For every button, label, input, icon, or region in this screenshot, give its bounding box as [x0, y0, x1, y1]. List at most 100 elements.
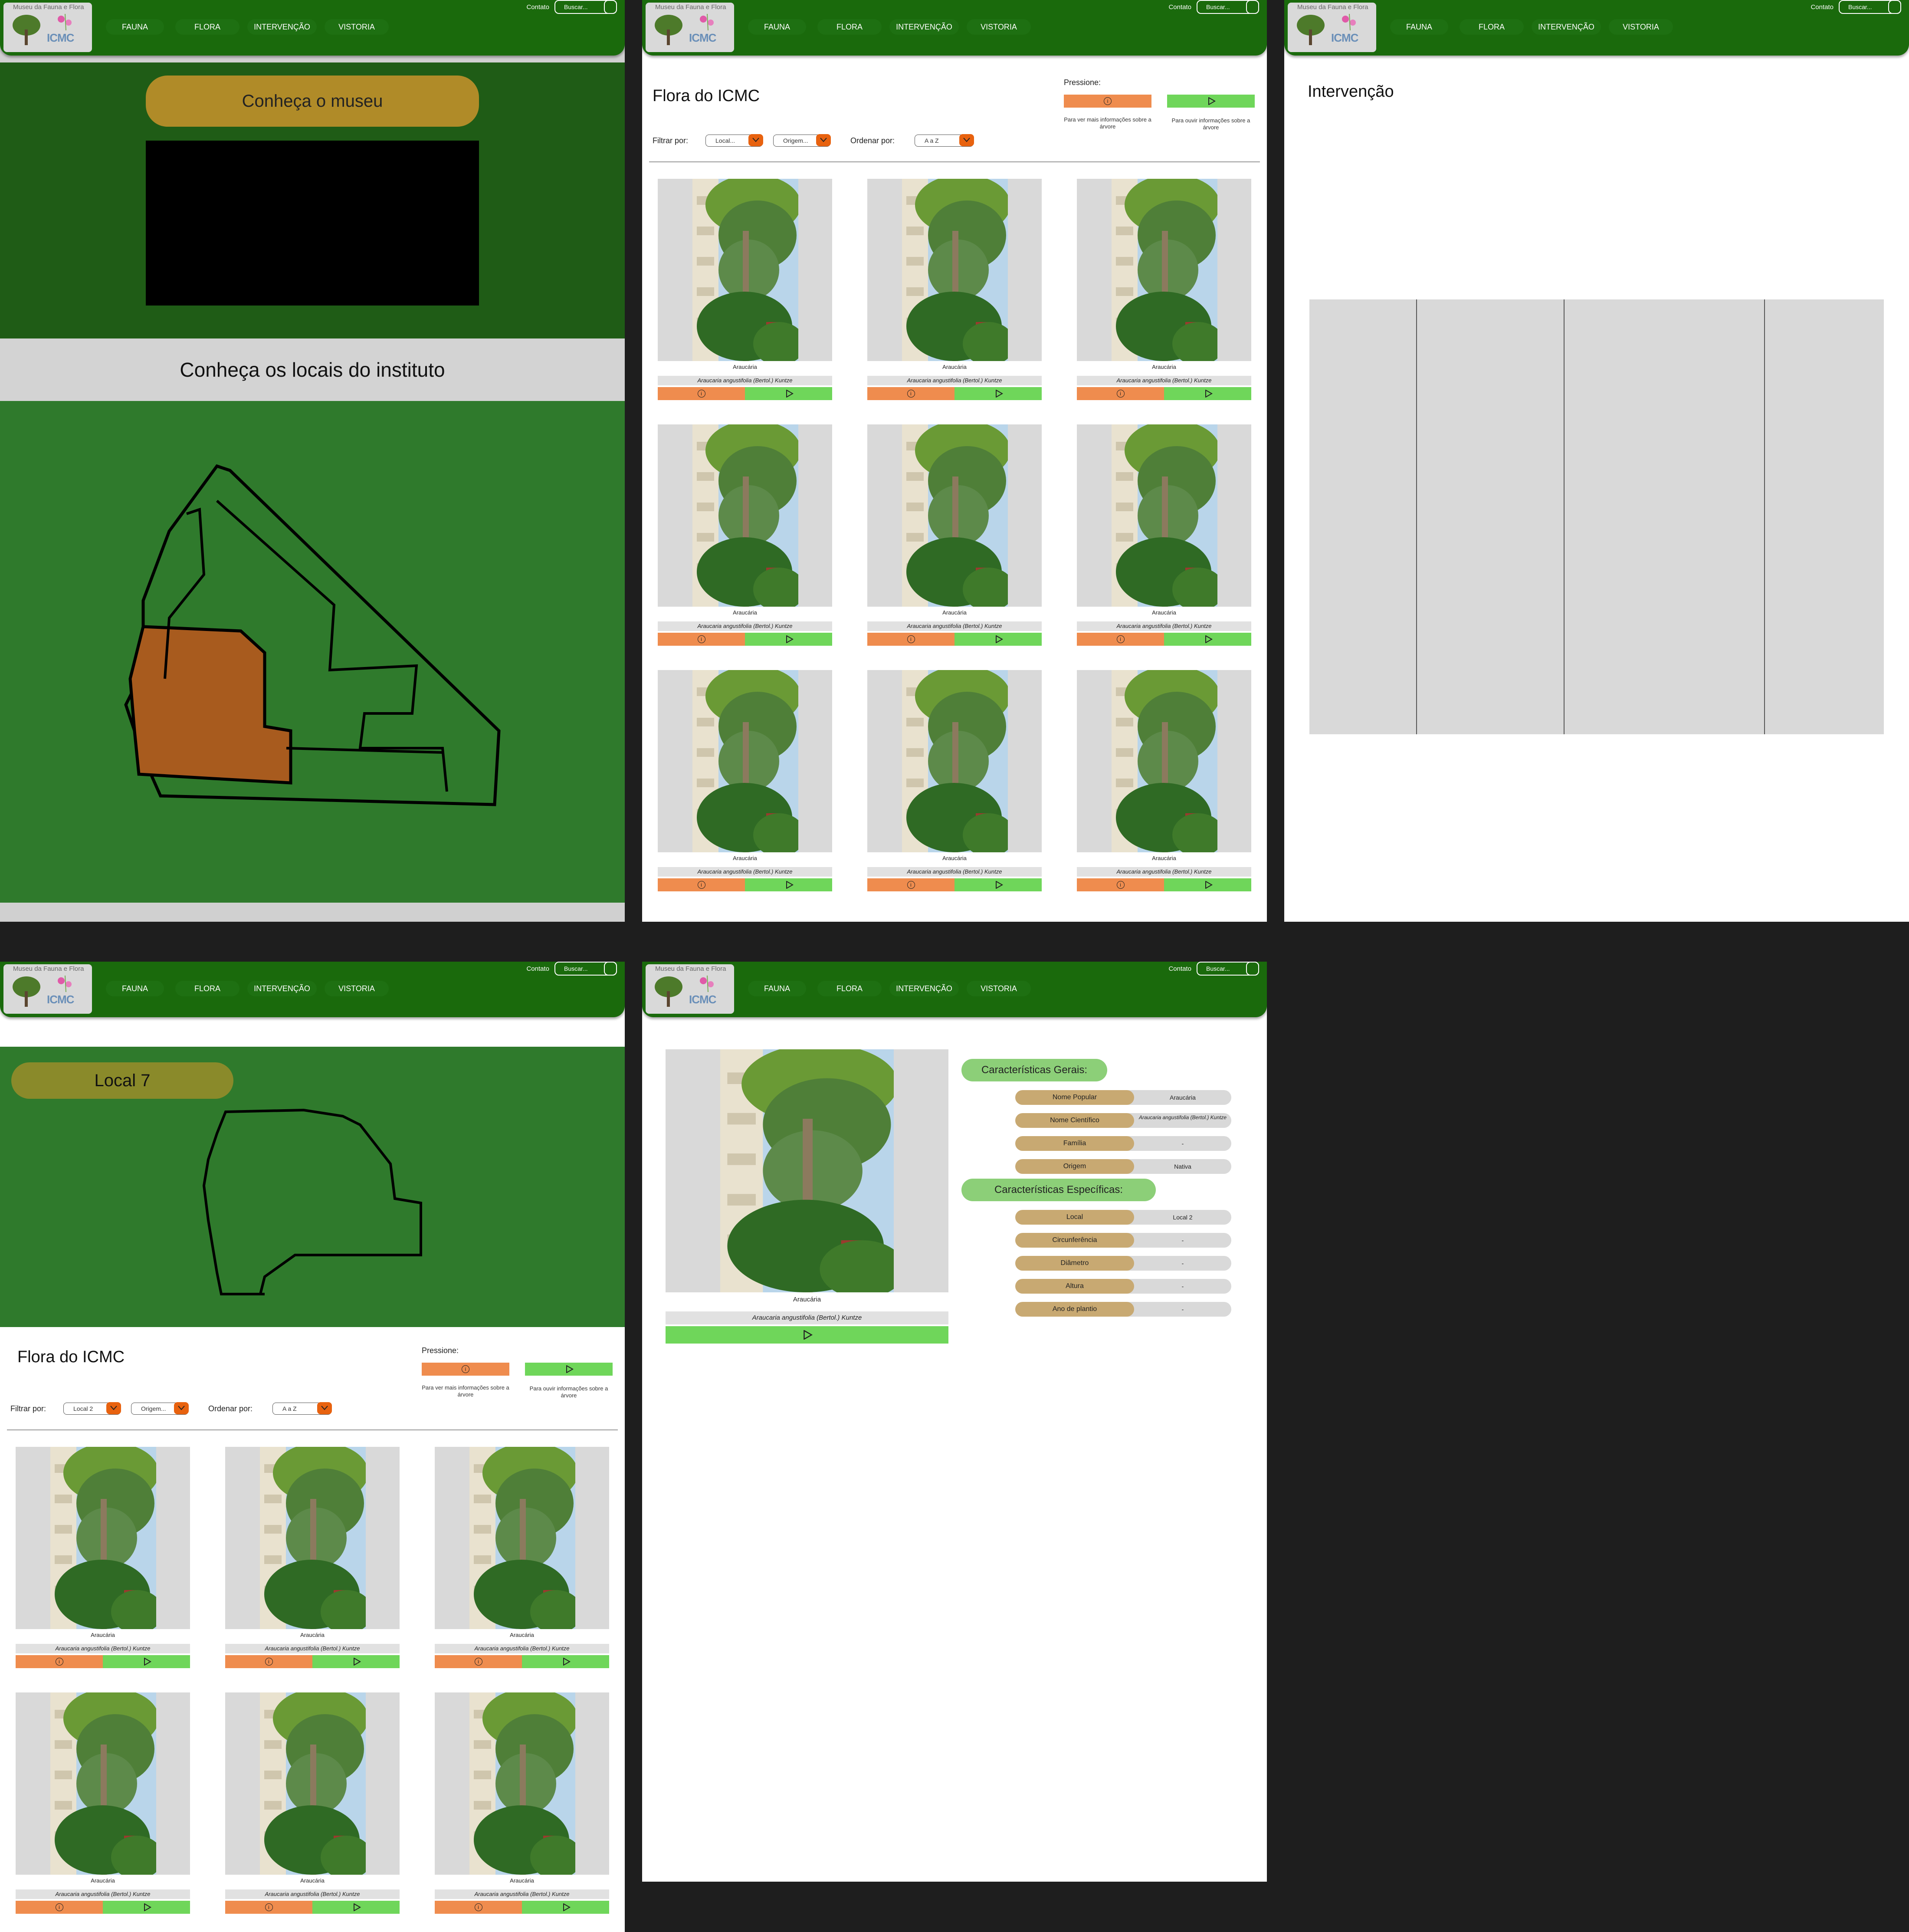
nav-vistoria[interactable]: VISTORIA: [1609, 19, 1673, 35]
play-audio-button[interactable]: [1164, 633, 1251, 646]
play-audio-button[interactable]: [1164, 387, 1251, 400]
nav-vistoria[interactable]: VISTORIA: [325, 19, 389, 35]
nav-flora[interactable]: FLORA: [175, 981, 239, 996]
logo[interactable]: Museu da Fauna e Flora ICMC: [3, 964, 92, 1014]
tree-photo[interactable]: [16, 1447, 190, 1629]
logo-tree-icon: [1296, 12, 1326, 47]
contato-link[interactable]: Contato: [1168, 3, 1191, 11]
search-input[interactable]: Buscar...: [1197, 0, 1259, 14]
tree-photo-image: [469, 1692, 575, 1875]
logo[interactable]: Museu da Fauna e Flora ICMC: [646, 964, 734, 1014]
tree-photo[interactable]: [435, 1692, 609, 1875]
tree-photo[interactable]: [867, 179, 1042, 361]
play-audio-button[interactable]: [312, 1901, 400, 1914]
tree-photo[interactable]: [867, 424, 1042, 607]
card-scientific-name: Araucaria angustifolia (Bertol.) Kuntze: [658, 376, 832, 385]
more-info-button[interactable]: i: [1077, 633, 1164, 646]
search-input[interactable]: Buscar...: [1839, 0, 1901, 14]
logo[interactable]: Museu da Fauna e Flora ICMC: [1288, 3, 1376, 52]
search-button[interactable]: [1246, 962, 1259, 976]
filter-local-select[interactable]: Local 2: [63, 1402, 121, 1415]
play-audio-button[interactable]: [954, 878, 1042, 891]
play-audio-button[interactable]: [745, 878, 832, 891]
tree-photo[interactable]: [1077, 670, 1251, 852]
filter-local-select[interactable]: Local...: [705, 134, 763, 147]
play-audio-button[interactable]: [954, 633, 1042, 646]
nav-intervencao[interactable]: INTERVENÇÃO: [1532, 19, 1601, 35]
museum-button[interactable]: Conheça o museu: [146, 76, 479, 127]
more-info-button[interactable]: i: [867, 878, 954, 891]
nav-intervencao[interactable]: INTERVENÇÃO: [247, 19, 317, 35]
play-audio-button[interactable]: [522, 1901, 609, 1914]
search-button[interactable]: [1246, 0, 1259, 14]
nav-intervencao[interactable]: INTERVENÇÃO: [247, 981, 317, 996]
play-audio-button[interactable]: [522, 1655, 609, 1668]
nav-vistoria[interactable]: VISTORIA: [967, 19, 1031, 35]
order-select[interactable]: A a Z: [272, 1402, 332, 1415]
contato-link[interactable]: Contato: [1811, 3, 1834, 11]
tree-photo[interactable]: [658, 670, 832, 852]
more-info-button[interactable]: i: [1077, 878, 1164, 891]
filter-origem-select[interactable]: Origem...: [773, 134, 831, 147]
more-info-button[interactable]: i: [867, 633, 954, 646]
tree-photo[interactable]: [1077, 179, 1251, 361]
nav-intervencao[interactable]: INTERVENÇÃO: [889, 19, 959, 35]
search-input[interactable]: Buscar...: [554, 0, 617, 14]
tree-photo[interactable]: [225, 1692, 400, 1875]
more-info-button[interactable]: i: [658, 878, 745, 891]
nav-fauna[interactable]: FAUNA: [1390, 19, 1448, 35]
tree-photo[interactable]: [867, 670, 1042, 852]
nav-flora[interactable]: FLORA: [1460, 19, 1524, 35]
play-audio-button[interactable]: [745, 633, 832, 646]
logo[interactable]: Museu da Fauna e Flora ICMC: [3, 3, 92, 52]
more-info-button[interactable]: i: [658, 633, 745, 646]
more-info-button[interactable]: i: [16, 1901, 103, 1914]
more-info-button[interactable]: i: [435, 1901, 522, 1914]
more-info-button[interactable]: i: [1077, 387, 1164, 400]
nav-fauna[interactable]: FAUNA: [106, 19, 164, 35]
nav-fauna[interactable]: FAUNA: [748, 19, 806, 35]
filter-origem-select[interactable]: Origem...: [131, 1402, 189, 1415]
tree-photo[interactable]: [658, 179, 832, 361]
card-scientific-name: Araucaria angustifolia (Bertol.) Kuntze: [435, 1889, 609, 1899]
nav-fauna[interactable]: FAUNA: [748, 981, 806, 996]
info-icon: i: [1104, 97, 1112, 105]
more-info-button[interactable]: i: [225, 1655, 312, 1668]
nav-flora[interactable]: FLORA: [817, 19, 882, 35]
play-audio-button[interactable]: [103, 1655, 190, 1668]
tree-photo[interactable]: [1077, 424, 1251, 607]
more-info-button[interactable]: i: [658, 387, 745, 400]
search-button[interactable]: [604, 0, 617, 14]
audio-play-button[interactable]: [666, 1326, 948, 1344]
tree-photo[interactable]: [225, 1447, 400, 1629]
nav-intervencao[interactable]: INTERVENÇÃO: [889, 981, 959, 996]
contato-link[interactable]: Contato: [1168, 965, 1191, 973]
play-audio-button[interactable]: [103, 1901, 190, 1914]
nav-fauna[interactable]: FAUNA: [106, 981, 164, 996]
play-audio-button[interactable]: [745, 387, 832, 400]
more-info-button[interactable]: i: [225, 1901, 312, 1914]
nav-vistoria[interactable]: VISTORIA: [967, 981, 1031, 996]
more-info-button[interactable]: i: [867, 387, 954, 400]
more-info-button[interactable]: i: [16, 1655, 103, 1668]
nav-vistoria[interactable]: VISTORIA: [325, 981, 389, 996]
nav-flora[interactable]: FLORA: [175, 19, 239, 35]
logo[interactable]: Museu da Fauna e Flora ICMC: [646, 3, 734, 52]
search-button[interactable]: [1888, 0, 1901, 14]
order-select[interactable]: A a Z: [915, 134, 974, 147]
search-input[interactable]: Buscar...: [554, 962, 617, 976]
play-audio-button[interactable]: [1164, 878, 1251, 891]
contato-link[interactable]: Contato: [526, 965, 549, 973]
tree-photo[interactable]: [658, 424, 832, 607]
nav-flora[interactable]: FLORA: [817, 981, 882, 996]
play-audio-button[interactable]: [312, 1655, 400, 1668]
video-player[interactable]: [146, 141, 479, 306]
tree-photo[interactable]: [16, 1692, 190, 1875]
contato-link[interactable]: Contato: [526, 3, 549, 11]
more-info-button[interactable]: i: [435, 1655, 522, 1668]
play-audio-button[interactable]: [954, 387, 1042, 400]
search-button[interactable]: [604, 962, 617, 976]
tree-photo[interactable]: [435, 1447, 609, 1629]
page-title: Flora do ICMC: [653, 87, 760, 105]
search-input[interactable]: Buscar...: [1197, 962, 1259, 976]
